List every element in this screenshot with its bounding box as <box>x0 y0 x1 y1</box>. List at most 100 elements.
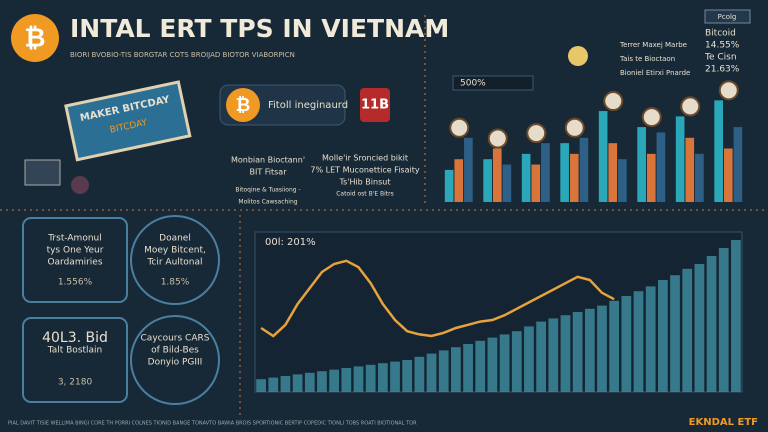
bar <box>353 366 364 392</box>
bar <box>511 331 522 392</box>
stat-frame <box>130 215 220 305</box>
middle-right-line: 7% LET Muconettice Fisaity <box>310 166 419 175</box>
badge-code: 11B <box>361 98 389 113</box>
badge-symbol: ₿ <box>236 95 251 116</box>
bar <box>390 361 400 392</box>
bar <box>521 153 531 202</box>
brand: EKNDAL ETF <box>689 417 758 428</box>
bar <box>502 164 512 202</box>
stat-line: Talt Bostlain <box>47 346 103 356</box>
bar <box>492 148 502 202</box>
bar <box>657 280 668 392</box>
bar-icon <box>603 91 624 112</box>
bar <box>598 111 608 202</box>
middle-left-line: Bitoqine & Tuasiiong - <box>235 187 300 194</box>
bar <box>426 353 437 392</box>
stat-line: Trst-Amonul <box>47 234 101 244</box>
bar <box>329 369 340 392</box>
bar <box>402 360 413 392</box>
chart-title: 00l: 201% <box>265 237 316 248</box>
bar-icon <box>641 107 662 128</box>
bar <box>618 159 627 202</box>
stat-line: Caycours CARS <box>141 334 210 344</box>
label: Terrer Maxej Marbe <box>619 41 687 49</box>
bar <box>560 143 569 202</box>
label: Bioniel Etirxi Pnarde <box>620 69 690 77</box>
legend-entry: 14.55% <box>705 41 740 51</box>
bar <box>718 248 729 392</box>
bar <box>444 169 454 202</box>
bar <box>464 137 473 202</box>
level: 500% <box>460 79 486 89</box>
bar <box>733 127 743 202</box>
bar <box>487 337 498 392</box>
label: Tais te Bioctaon <box>619 55 675 63</box>
bar <box>695 153 704 202</box>
bar <box>621 296 632 392</box>
badge-logo <box>226 88 260 122</box>
bar <box>292 374 303 392</box>
bar <box>454 159 464 202</box>
badge-box <box>360 88 390 122</box>
bar <box>670 275 680 392</box>
badge-label: Fitoll ineginaurd <box>268 100 348 111</box>
bar-icon <box>564 117 585 138</box>
legend-entry: Te Cisn <box>704 53 737 63</box>
icon <box>568 46 588 66</box>
middle-left-line: Molitos Cawsaching <box>238 199 297 206</box>
bar-icon <box>680 96 701 117</box>
stat-value: 1.85% <box>161 278 190 288</box>
stat-line: Oardamiries <box>47 258 102 268</box>
top-right-text: Terrer Maxej Marbe Tais te Bioctaon Bionie… <box>619 29 740 78</box>
bar <box>499 334 510 392</box>
middle-left-line: Monbian Bioctann' <box>231 156 305 165</box>
bar <box>579 137 589 202</box>
figure <box>71 176 89 194</box>
bar-icon <box>449 117 470 138</box>
top-chart <box>444 80 743 202</box>
stat-line: of Bild-Bes <box>151 346 199 356</box>
bar <box>694 264 705 392</box>
stat-line: 40L3. Bid <box>42 330 108 346</box>
bar <box>706 256 717 392</box>
sign <box>64 80 192 162</box>
plot-frame <box>254 231 743 393</box>
bar <box>560 315 571 392</box>
bar <box>584 308 595 392</box>
bar <box>268 377 279 392</box>
bar <box>365 364 376 392</box>
tag: Pcolg <box>718 13 737 21</box>
bitcoin-logo <box>11 14 59 62</box>
stat-frame <box>22 217 128 303</box>
stat-line: tys One Yeur <box>47 246 104 256</box>
bar-icon <box>718 80 739 101</box>
bar <box>548 318 559 392</box>
bar <box>463 344 473 392</box>
bar-icon <box>487 128 508 149</box>
stats: Trst-Amonul tys One Yeur Oardamiries 1.556%… <box>22 215 220 405</box>
middle-right-line: Ts'Hib Binsut <box>339 178 391 187</box>
tag-box <box>704 9 751 24</box>
stat-line: Donyio PGIII <box>148 358 203 368</box>
level-box <box>452 75 534 91</box>
bottom-chart: 00l: 201% <box>254 231 743 393</box>
bar <box>377 363 388 392</box>
bar <box>646 153 656 202</box>
bar <box>536 321 546 392</box>
bar <box>645 286 656 392</box>
stat-value: 3, 2180 <box>58 378 93 388</box>
stat-frame <box>130 315 220 405</box>
bar <box>572 312 583 392</box>
bar <box>531 164 541 202</box>
bar <box>569 153 579 202</box>
bar <box>483 159 492 202</box>
laptop <box>24 159 61 186</box>
legend-entry: Bitcoid <box>705 29 736 39</box>
bar <box>609 300 620 392</box>
bar <box>438 350 449 392</box>
bar <box>608 143 618 202</box>
bar <box>541 143 550 202</box>
bar <box>723 148 733 202</box>
line <box>260 259 615 338</box>
